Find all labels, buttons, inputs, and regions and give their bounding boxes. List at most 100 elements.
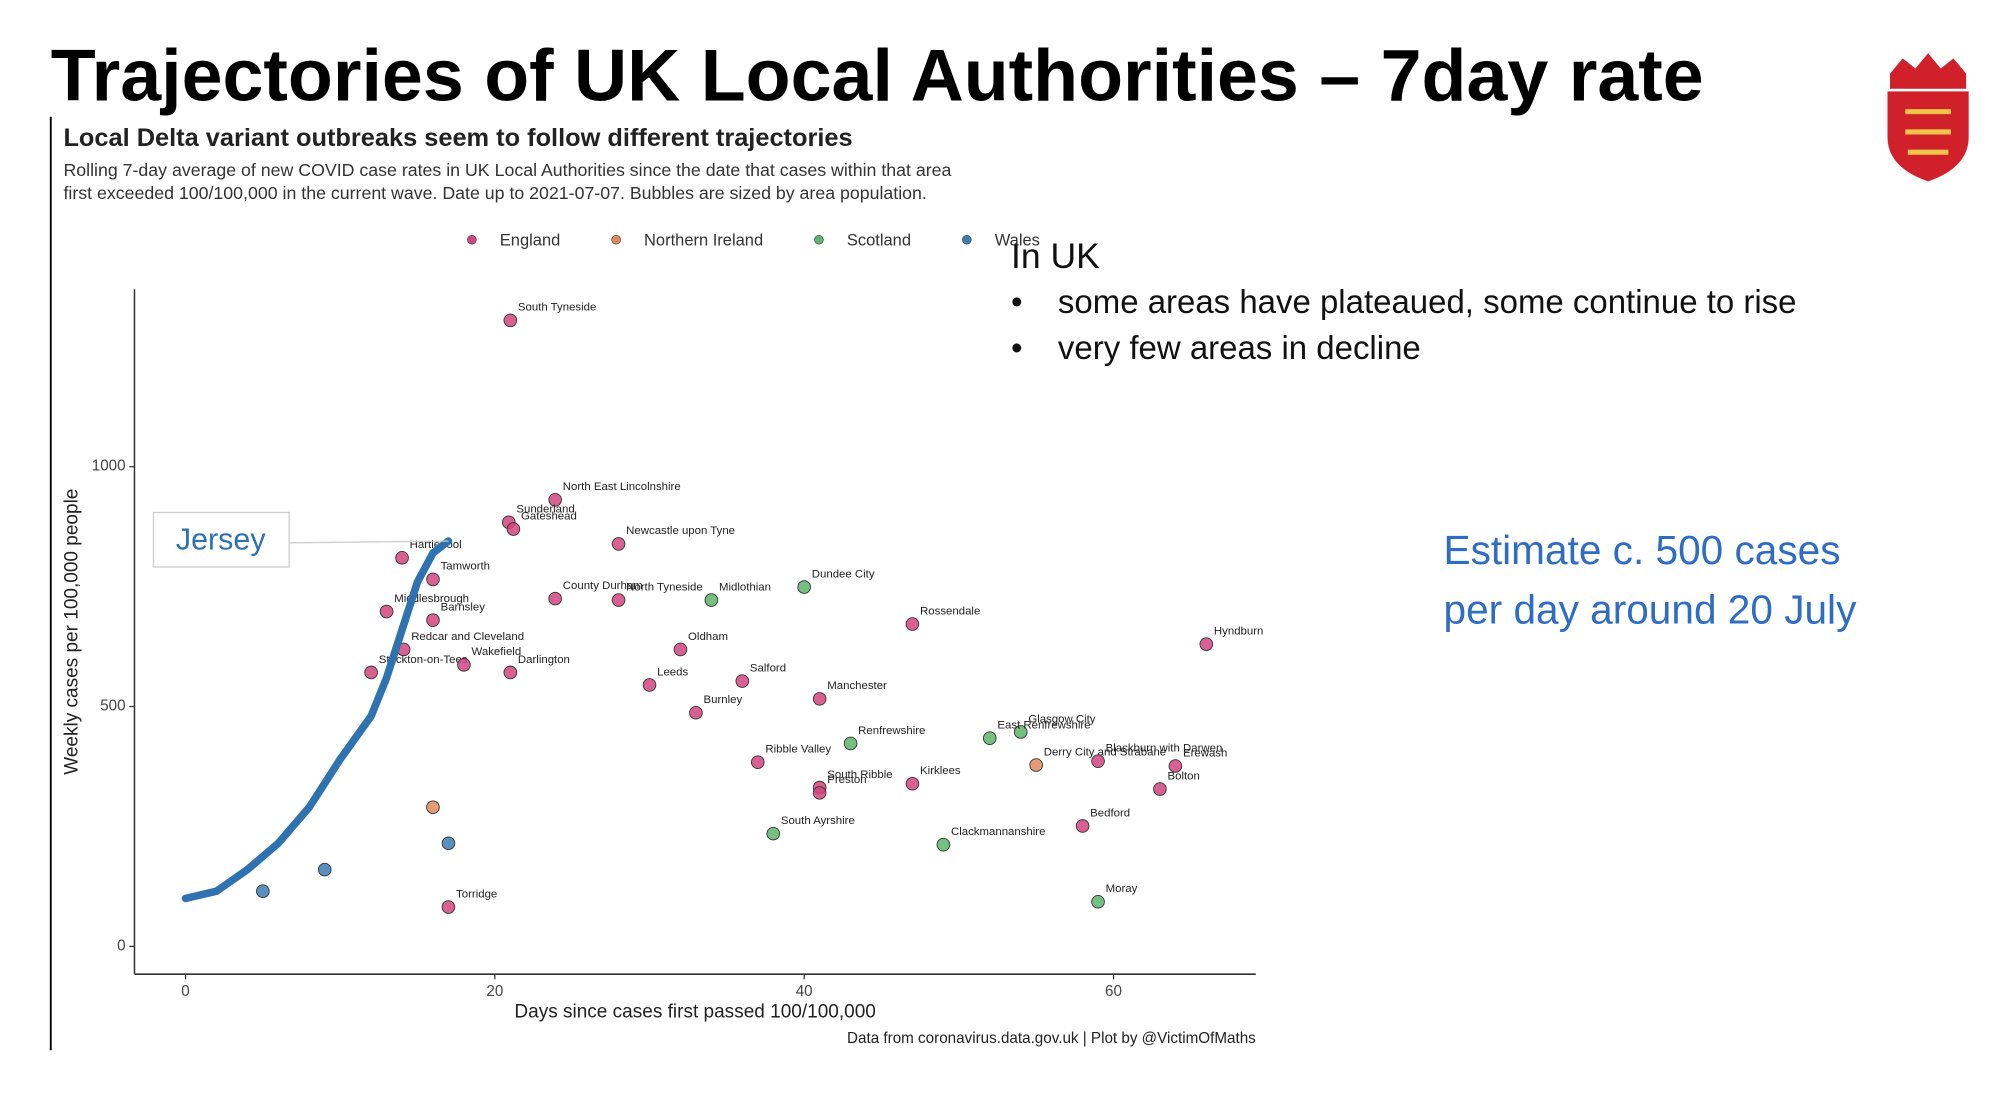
point-label: North East Lincolnshire [563, 481, 681, 493]
point [905, 617, 920, 631]
point-label: Wakefield [472, 646, 522, 658]
point-label: Clackmannanshire [951, 826, 1045, 838]
point-label: South Ribble [827, 769, 892, 781]
point-label: Derry City and Strabane [1044, 746, 1166, 758]
point [441, 836, 456, 851]
point [1091, 754, 1105, 768]
legend-swatch [814, 234, 824, 245]
chart-subtitle: first exceeded 100/100,000 in the curren… [63, 183, 926, 203]
point [812, 786, 827, 800]
y-tick-label: 0 [117, 937, 125, 954]
y-tick-label: 1000 [92, 458, 126, 475]
point [812, 692, 827, 706]
point-label: South Ayrshire [781, 815, 855, 827]
point [256, 884, 270, 898]
chart-title: Local Delta variant outbreaks seem to fo… [63, 124, 852, 152]
point-label: Tamworth [441, 561, 490, 573]
point-label: Ribble Valley [765, 743, 831, 755]
chart-subtitle: Rolling 7-day average of new COVID case … [63, 160, 951, 180]
bullet: very few areas in decline [1058, 329, 1421, 366]
legend-swatch [611, 234, 621, 245]
point-label: Sunderland [516, 504, 574, 516]
legend-label: England [500, 231, 561, 249]
point-label: Kirklees [920, 765, 961, 777]
point [426, 800, 440, 815]
legend-label: Wales [995, 231, 1040, 249]
jersey-line [181, 537, 453, 903]
point-label: Burnley [704, 694, 743, 706]
jersey-leader [289, 540, 449, 544]
jersey-label-box [152, 511, 290, 568]
point-label: Hyndburn [1214, 625, 1263, 637]
point [548, 591, 562, 606]
legend-swatch [467, 234, 477, 245]
point-label: Leeds [657, 666, 688, 678]
point-label: Preston [827, 774, 866, 786]
legend-swatch [962, 234, 972, 245]
point-label: Rossendale [920, 605, 980, 617]
x-tick-label: 0 [181, 983, 189, 1000]
point [1013, 725, 1028, 739]
point [426, 613, 440, 627]
point-label: Darlington [518, 654, 570, 666]
point [905, 776, 920, 791]
point [843, 736, 858, 751]
point [503, 665, 518, 680]
point-label: Manchester [827, 680, 887, 692]
point-label: Bedford [1090, 807, 1130, 819]
point [506, 522, 521, 536]
point-label: Moray [1106, 883, 1138, 895]
point [766, 826, 781, 841]
point [611, 537, 626, 551]
point [673, 642, 688, 657]
point-label: Glasgow City [1028, 713, 1095, 725]
bullet: some areas have plateaued, some continue… [1058, 283, 1797, 320]
point [704, 593, 719, 607]
point-label: South Tyneside [518, 302, 596, 314]
point-label: County Durham [563, 580, 643, 592]
point-label: Erewash [1183, 747, 1227, 759]
point [317, 862, 332, 877]
point [364, 665, 378, 680]
point [395, 551, 409, 565]
y-axis-label: Weekly cases per 100,000 people [61, 489, 82, 775]
point [1199, 637, 1214, 651]
point-label: Barnsley [441, 602, 486, 614]
point [750, 755, 765, 769]
point [441, 900, 456, 914]
point-label: Salford [750, 662, 786, 674]
x-tick-label: 20 [486, 983, 503, 1000]
point [379, 604, 394, 619]
point [642, 678, 657, 692]
point-label: Stockton-on-Tees [379, 654, 468, 666]
point-label: Redcar and Cleveland [411, 631, 524, 643]
x-tick-label: 60 [1105, 983, 1122, 1000]
point-label: Midlothian [719, 581, 771, 593]
point [1029, 758, 1043, 772]
point-label: Oldham [688, 631, 728, 643]
point-label: Gateshead [521, 510, 577, 522]
point-label: East Renfrewshire [997, 720, 1090, 732]
point [548, 493, 562, 507]
point-label: North Tyneside [626, 581, 703, 593]
point [735, 674, 750, 688]
x-tick-label: 40 [796, 983, 813, 1000]
point [426, 572, 440, 587]
point [1168, 759, 1183, 773]
point [1153, 782, 1167, 796]
estimate: per day around 20 July [1444, 586, 1858, 632]
point-label: Torridge [456, 888, 497, 900]
crest [1887, 53, 1969, 182]
legend-label: Northern Ireland [644, 231, 763, 249]
legend-label: Scotland [847, 231, 911, 249]
point-label: Bolton [1168, 770, 1200, 782]
point [982, 731, 997, 745]
slide-title: Trajectories of UK Local Authorities – 7… [51, 34, 1704, 117]
point-label: Newcastle upon Tyne [626, 525, 735, 537]
x-axis-label: Days since cases first passed 100/100,00… [514, 1001, 876, 1022]
point-label: Blackburn with Darwen [1106, 743, 1223, 755]
point [457, 658, 471, 672]
point [936, 837, 951, 852]
